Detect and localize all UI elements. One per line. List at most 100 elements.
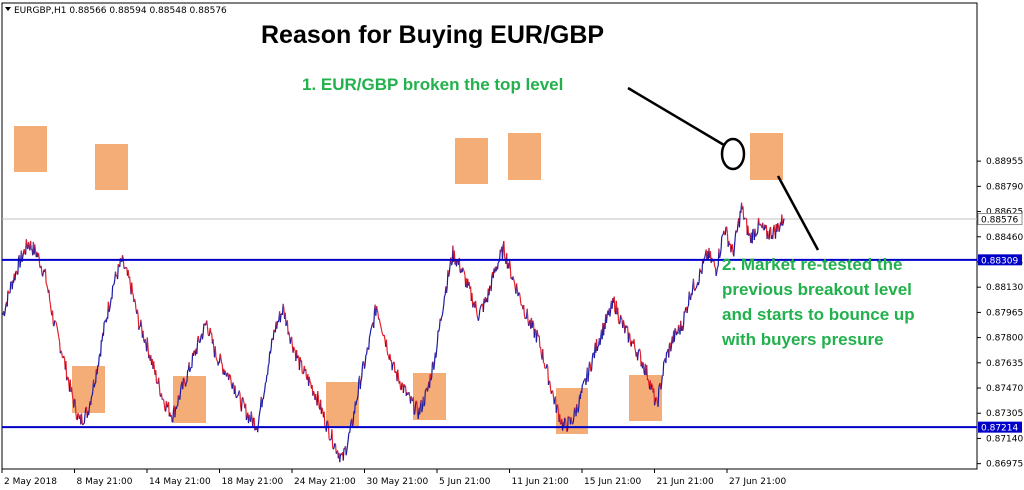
price-segment (546, 363, 549, 367)
price-segment (548, 380, 551, 382)
price-segment (48, 289, 51, 301)
price-segment (528, 322, 530, 326)
price-segment (191, 352, 194, 368)
price-segment (407, 393, 409, 396)
price-segment (397, 369, 400, 378)
price-segment (127, 270, 130, 279)
price-segment (289, 338, 292, 344)
price-segment (142, 330, 145, 342)
price-segment (263, 389, 266, 395)
touch-zone (326, 382, 359, 428)
price-segment (100, 340, 102, 357)
price-segment (267, 363, 270, 366)
price-segment (51, 310, 54, 325)
price-segment (714, 266, 716, 268)
price-segment (532, 320, 535, 324)
price-segment (609, 309, 612, 317)
touch-zones (14, 126, 783, 434)
price-segment (228, 374, 230, 381)
price-segment (334, 442, 336, 445)
x-tick-label: 30 May 21:00 (367, 477, 429, 487)
price-segment (501, 245, 504, 261)
price-segment (170, 415, 173, 423)
price-segment (618, 322, 621, 325)
price-segment (378, 318, 381, 324)
price-segment (7, 290, 10, 293)
price-segment (134, 298, 136, 302)
price-segment (695, 287, 697, 290)
price-segment (38, 256, 41, 268)
price-segment (88, 407, 90, 416)
price-segment (61, 352, 64, 358)
price-segment (309, 381, 312, 384)
price-segment (67, 376, 70, 383)
y-tick-label: 0.88625 (986, 208, 1023, 218)
price-segment (242, 397, 245, 402)
price-segment (668, 344, 670, 358)
y-tick-label: 0.87965 (986, 308, 1023, 318)
price-segment (177, 395, 180, 406)
price-segment (400, 382, 403, 390)
price-segment (321, 407, 324, 412)
price-segment (509, 265, 512, 279)
price-segment (199, 340, 201, 344)
x-tick-label: 14 May 21:00 (149, 477, 211, 487)
price-segment (557, 404, 559, 411)
price-segment (730, 245, 733, 253)
price-segment (704, 253, 707, 258)
x-tick-label: 8 May 21:00 (77, 477, 133, 487)
price-segment (220, 357, 223, 363)
symbol-dropdown-icon[interactable] (5, 7, 11, 11)
price-segment (77, 412, 80, 416)
annotation-retest-line-3: and starts to bounce up (722, 305, 915, 324)
price-segment (332, 447, 335, 450)
price-segment (386, 350, 389, 356)
price-segment (40, 265, 43, 274)
price-segment (435, 349, 438, 358)
price-segment (261, 398, 264, 408)
price-segment (146, 337, 149, 348)
price-segment (356, 398, 358, 401)
price-segment (549, 381, 552, 390)
price-segment (553, 399, 556, 405)
price-segment (393, 361, 396, 373)
price-segment (748, 233, 751, 235)
price-segment (389, 353, 392, 361)
price-segment (129, 276, 131, 286)
price-segment (84, 407, 87, 414)
price-segment (691, 287, 694, 296)
price-segment (297, 355, 300, 357)
price-segment (552, 390, 554, 396)
y-tick-label: 0.87305 (986, 409, 1023, 419)
price-segment (144, 338, 147, 345)
price-segment (185, 381, 188, 384)
price-segment (688, 291, 691, 299)
price-segment (108, 308, 111, 312)
price-segment (131, 292, 134, 295)
price-segment (112, 284, 114, 287)
price-segment (186, 370, 189, 382)
price-segment (54, 320, 57, 323)
price-segment (268, 351, 271, 364)
price-segment (258, 411, 261, 417)
price-segment (214, 346, 217, 357)
price-segment (422, 396, 425, 407)
price-segment (204, 323, 207, 326)
price-segment (657, 388, 660, 407)
x-tick-label: 2 May 2018 (4, 477, 57, 487)
price-segment (58, 341, 61, 354)
price-segment (370, 324, 373, 328)
price-segment (109, 303, 112, 309)
price-segment (192, 350, 195, 357)
annotation-retest-line-1: 2. Market re-tested the (722, 255, 902, 274)
price-segment (631, 340, 634, 343)
price-segment (4, 305, 7, 312)
price-segment (448, 264, 451, 273)
resistance-level-label: 0.88309 (981, 256, 1018, 266)
price-segment (564, 417, 566, 420)
price-segment (90, 396, 93, 406)
price-segment (424, 390, 426, 405)
price-segment (597, 345, 600, 348)
price-segment (564, 418, 567, 426)
